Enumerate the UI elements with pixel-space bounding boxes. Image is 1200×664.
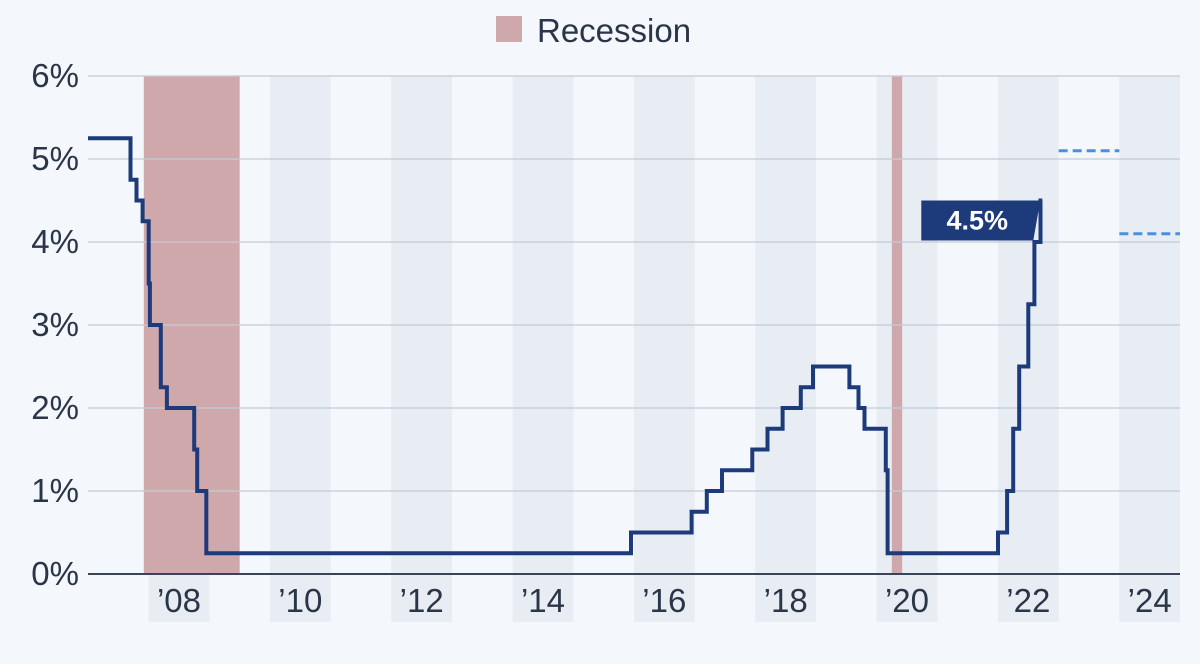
y-tick-label: 3% [31,306,79,343]
series-group [88,136,1043,556]
year-bands [148,76,1180,622]
legend: Recession [496,12,691,49]
x-tick-label: ’20 [885,582,929,619]
y-tick-label: 0% [31,555,79,592]
x-tick-label: ’12 [400,582,444,619]
gridlines [88,75,1180,575]
year-band-’24 [1119,76,1180,622]
legend-label-recession: Recession [537,12,691,49]
y-tick-label: 4% [31,223,79,260]
x-tick-label: ’14 [521,582,565,619]
x-tick-label: ’08 [157,582,201,619]
x-tick-label: ’22 [1006,582,1050,619]
y-tick-label: 2% [31,389,79,426]
x-tick-label: ’18 [764,582,808,619]
legend-swatch-recession [496,16,522,42]
projection-lines [1058,149,1180,236]
year-band-’16 [634,76,695,622]
annotations: 4.5% [921,200,1041,241]
y-tick-label: 1% [31,472,79,509]
x-axis: ’08 ’10 ’12 ’14 ’16 ’18 ’20 ’22 ’24 [157,582,1172,619]
y-tick-label: 5% [31,140,79,177]
x-tick-label: ’10 [278,582,322,619]
x-tick-label: ’24 [1128,582,1172,619]
x-tick-label: ’16 [642,582,686,619]
callout-box [921,200,1041,241]
year-band-’12 [391,76,452,622]
year-band-’14 [512,76,574,622]
year-band-’18 [755,76,816,622]
y-tick-label: 6% [31,57,79,94]
year-band-’10 [270,76,331,622]
y-axis: 0% 1% 2% 3% 4% 5% 6% [31,57,79,592]
series-line-1 [88,136,1043,556]
callout-label: 4.5% [947,206,1009,236]
